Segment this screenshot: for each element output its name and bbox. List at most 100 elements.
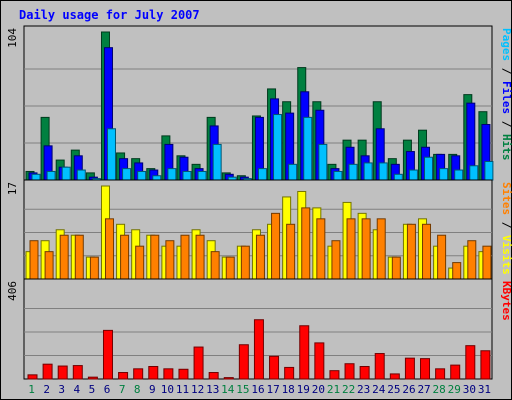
- bar-pages-day-9: [152, 175, 162, 181]
- x-tick-label: 22: [342, 383, 355, 396]
- bar-kbytes-day-21: [329, 370, 340, 380]
- bar-sites-day-15: [240, 245, 250, 280]
- x-tick-label: 1: [28, 383, 35, 396]
- x-tick-label: 21: [327, 383, 340, 396]
- bar-sites-day-19: [301, 207, 311, 280]
- bar-pages-day-11: [182, 170, 192, 181]
- panel-legend-label: Sites / Visits: [500, 182, 512, 275]
- bar-pages-day-2: [46, 170, 56, 181]
- bar-kbytes-day-10: [163, 368, 174, 380]
- bar-pages-day-26: [408, 169, 418, 181]
- x-tick-label: 25: [387, 383, 400, 396]
- bar-kbytes-day-20: [314, 342, 325, 380]
- legend-entry: Visits: [500, 235, 512, 275]
- x-tick-label: 4: [74, 383, 81, 396]
- x-tick-label: 13: [206, 383, 219, 396]
- x-tick-label: 16: [251, 383, 264, 396]
- legend-entry: Sites: [500, 182, 512, 215]
- bar-sites-day-29: [452, 262, 462, 280]
- bar-kbytes-day-12: [193, 346, 204, 380]
- x-tick-label: 26: [402, 383, 415, 396]
- bar-kbytes-day-1: [27, 374, 38, 380]
- x-tick-label: 19: [297, 383, 310, 396]
- x-tick-label: 28: [433, 383, 446, 396]
- bar-sites-day-10: [165, 240, 175, 280]
- bar-sites-day-2: [44, 251, 54, 280]
- x-tick-label: 6: [104, 383, 111, 396]
- bar-sites-day-26: [406, 223, 416, 280]
- bar-pages-day-3: [61, 166, 71, 181]
- bar-sites-day-14: [225, 256, 235, 280]
- bar-pages-day-18: [288, 163, 298, 181]
- bar-kbytes-day-16: [253, 319, 264, 380]
- bar-sites-day-9: [150, 234, 160, 280]
- bar-sites-day-16: [255, 234, 265, 280]
- bar-pages-day-17: [273, 114, 283, 181]
- bar-pages-day-13: [212, 143, 222, 181]
- panel-max-label: 406: [6, 281, 19, 301]
- legend-entry: Files: [500, 81, 512, 114]
- bar-kbytes-day-14: [223, 377, 234, 380]
- bar-pages-day-22: [348, 163, 358, 181]
- bar-sites-day-4: [74, 234, 84, 280]
- bar-kbytes-day-26: [404, 357, 415, 380]
- bar-sites-day-20: [316, 218, 326, 280]
- bar-sites-day-28: [437, 234, 447, 280]
- x-tick-label: 9: [149, 383, 156, 396]
- bar-kbytes-day-3: [57, 365, 68, 380]
- bar-pages-day-19: [303, 116, 313, 181]
- x-tick-label: 2: [43, 383, 50, 396]
- bar-sites-day-24: [376, 218, 386, 280]
- bar-sites-day-12: [195, 234, 205, 280]
- bar-kbytes-day-18: [284, 366, 295, 380]
- bar-sites-day-30: [467, 240, 477, 280]
- bar-kbytes-day-7: [118, 372, 129, 380]
- legend-entry: /: [500, 215, 512, 235]
- bar-pages-day-25: [393, 173, 403, 181]
- x-tick-label: 12: [191, 383, 204, 396]
- x-tick-label: 23: [357, 383, 370, 396]
- x-tick-label: 29: [448, 383, 461, 396]
- bar-sites-day-11: [180, 234, 190, 280]
- bar-sites-day-25: [391, 256, 401, 280]
- panel-max-label: 104: [6, 28, 19, 48]
- legend-entry: /: [500, 61, 512, 81]
- bar-pages-day-28: [439, 168, 449, 181]
- bar-kbytes-day-8: [133, 368, 144, 380]
- bar-sites-day-7: [120, 234, 130, 280]
- x-tick-label: 3: [58, 383, 65, 396]
- bar-kbytes-day-23: [359, 365, 370, 380]
- bar-pages-day-8: [137, 170, 147, 181]
- bar-kbytes-day-29: [450, 364, 461, 380]
- bar-pages-day-4: [76, 169, 86, 181]
- bar-pages-day-27: [424, 156, 434, 181]
- bar-sites-day-27: [422, 223, 432, 280]
- panel-legend-label: KBytes: [500, 281, 512, 321]
- legend-entry: /: [500, 114, 512, 134]
- bar-kbytes-day-17: [269, 355, 280, 380]
- panel-hits: 104 Pages / Files / Hits: [6, 25, 512, 181]
- bar-sites-day-3: [59, 234, 69, 280]
- chart-panels: 104 Pages / Files / Hits 17 Sites / Visits 4…: [6, 25, 512, 380]
- bar-pages-day-1: [31, 173, 41, 181]
- bar-kbytes-day-5: [87, 376, 98, 380]
- bar-pages-day-7: [122, 168, 132, 181]
- x-tick-label: 15: [236, 383, 249, 396]
- bar-kbytes-day-24: [374, 353, 385, 380]
- bar-kbytes-day-11: [178, 368, 189, 380]
- bar-sites-day-1: [29, 240, 39, 280]
- bar-sites-day-13: [210, 251, 220, 280]
- x-tick-label: 11: [176, 383, 189, 396]
- bar-kbytes-day-28: [435, 368, 446, 380]
- bar-kbytes-day-27: [420, 358, 431, 380]
- x-tick-label: 31: [478, 383, 491, 396]
- bar-kbytes-day-13: [208, 372, 219, 380]
- legend-entry: Pages: [500, 28, 512, 61]
- x-tick-label: 10: [161, 383, 174, 396]
- chart-title: Daily usage for July 2007: [19, 8, 200, 22]
- bar-pages-day-31: [484, 161, 494, 181]
- bar-kbytes-day-2: [42, 363, 53, 380]
- x-tick-label: 20: [312, 383, 325, 396]
- bar-pages-day-21: [333, 170, 343, 181]
